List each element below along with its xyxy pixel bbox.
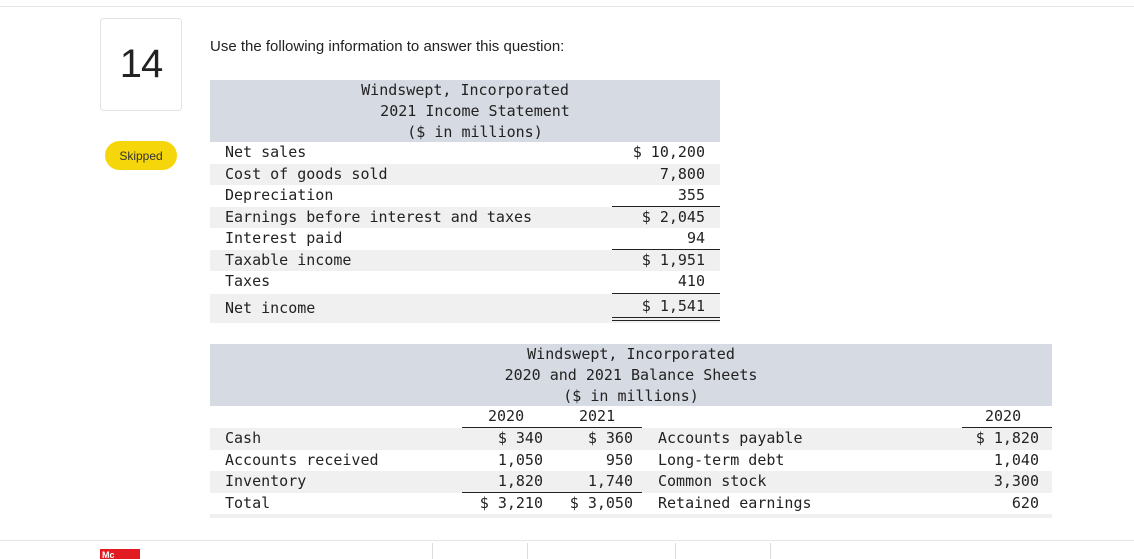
row-label: Taxable income [225,250,352,269]
table-row: Taxable income $ 1,951 [210,249,720,271]
asset-label: Cash [225,429,262,447]
asset-label: Total [225,493,271,512]
row-value: $ 10,200 [632,143,705,161]
header-rule [962,427,1052,428]
footer-separator [770,543,771,559]
asset-label: Accounts received [225,450,379,469]
total-rule [612,320,720,321]
liability-label: Common stock [658,472,767,490]
subtotal-rule [552,492,642,493]
row-value: $ 2,045 [641,207,705,226]
footer-separator [675,543,676,559]
question-number-box: 14 [100,18,182,111]
asset-2021: $ 360 [587,429,633,447]
row-value: $ 1,541 [641,296,705,315]
balance-sheet-units: ($ in millions) [563,387,699,405]
row-value: 94 [686,229,705,247]
footer-separator [432,543,433,559]
question-prompt: Use the following information to answer … [210,38,565,55]
row-label: Net income [225,298,316,317]
row-label: Depreciation [225,186,334,204]
table-cutoff [210,514,1052,518]
row-value: 7,800 [659,164,705,183]
asset-label: Inventory [225,472,307,490]
balance-sheet-company: Windswept, Incorporated [527,345,735,363]
subtotal-rule [462,492,552,493]
liability-label: Retained earnings [658,493,812,512]
balance-sheet-title: 2020 and 2021 Balance Sheets [504,366,758,384]
table-row: Inventory 1,820 1,740 Common stock 3,300 [210,471,1052,493]
table-row: Net income $ 1,541 [210,293,720,323]
footer-divider [0,540,1134,541]
table-row: Net sales $ 10,200 [210,142,720,164]
row-value: 410 [677,272,705,290]
row-label: Taxes [225,272,271,290]
row-label: Cost of goods sold [225,164,388,183]
table-row: Cash $ 340 $ 360 Accounts payable $ 1,82… [210,428,1052,450]
question-number: 14 [119,42,163,86]
income-statement-company: Windswept, Incorporated [361,81,569,99]
year-header: 2020 [488,407,525,425]
row-label: Earnings before interest and taxes [225,207,533,226]
table-row: Interest paid 94 [210,228,720,250]
income-statement-title: 2021 Income Statement [380,102,570,120]
year-header: 2020 [985,407,1022,425]
asset-2020: 1,820 [497,472,543,490]
table-row: Total $ 3,210 $ 3,050 Retained earnings … [210,493,1052,515]
year-header: 2021 [579,407,616,425]
table-row: Cost of goods sold 7,800 [210,163,720,185]
liability-label: Accounts payable [658,429,803,447]
asset-2021: 950 [605,450,633,469]
asset-2020: 1,050 [497,450,543,469]
liability-2020: 3,300 [993,472,1039,490]
liability-label: Long-term debt [658,450,785,469]
footer-separator [527,543,528,559]
year-header-row: 2020 2021 2020 [210,406,1052,428]
table-row: Earnings before interest and taxes $ 2,0… [210,206,720,228]
header-rule [552,427,642,428]
income-statement-units: ($ in millions) [407,123,543,141]
asset-2021: 1,740 [587,472,633,490]
asset-2021: $ 3,050 [569,493,633,512]
table-row: Depreciation 355 [210,185,720,207]
liability-2020: 1,040 [993,450,1039,469]
balance-sheet-header: Windswept, Incorporated 2020 and 2021 Ba… [210,344,1052,406]
asset-2020: $ 340 [497,429,543,447]
asset-2020: $ 3,210 [479,493,543,512]
publisher-logo: Mc [100,549,140,559]
liability-2020: 620 [1011,493,1039,512]
table-row: Accounts received 1,050 950 Long-term de… [210,450,1052,472]
row-value: 355 [677,186,705,204]
total-rule [612,317,720,318]
row-value: $ 1,951 [641,250,705,269]
top-divider [0,6,1134,7]
status-badge: Skipped [105,141,177,170]
income-statement-header: Windswept, Incorporated 2021 Income Stat… [210,80,720,142]
liability-2020: $ 1,820 [975,429,1039,447]
table-row: Taxes 410 [210,271,720,293]
header-rule [462,427,552,428]
row-label: Interest paid [225,229,343,247]
row-label: Net sales [225,143,307,161]
